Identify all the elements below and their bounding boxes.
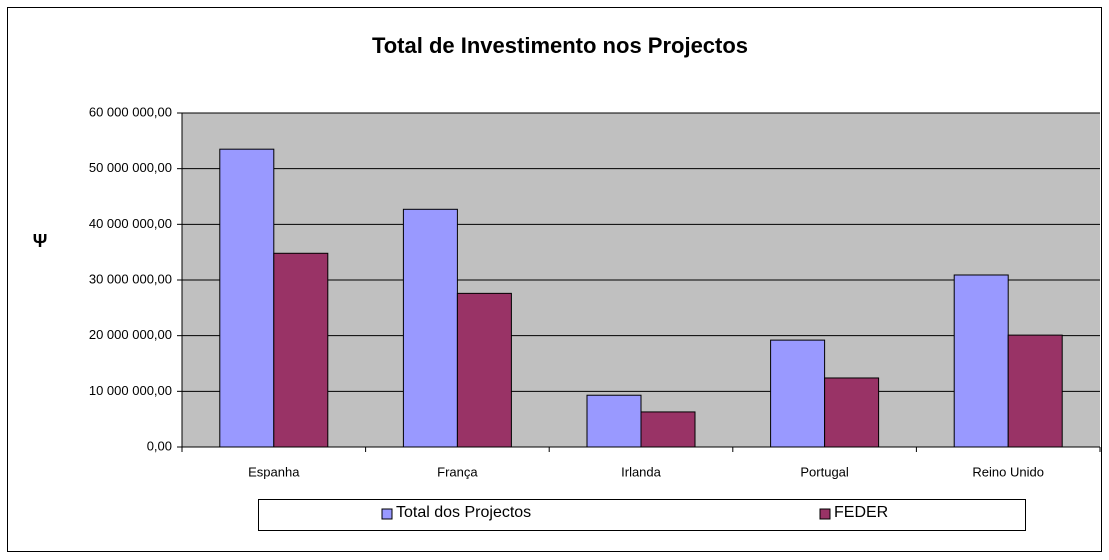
y-tick-label: 10 000 000,00 [89, 383, 172, 398]
y-tick-label: 0,00 [147, 438, 172, 453]
legend-swatch [819, 508, 831, 520]
bar [953, 274, 1009, 448]
y-tick-label: 40 000 000,00 [89, 216, 172, 231]
y-tick-label: 60 000 000,00 [89, 104, 172, 119]
bar [770, 339, 826, 448]
y-tick-label: 20 000 000,00 [89, 327, 172, 342]
bar [219, 148, 275, 448]
x-tick-label: Espanha [248, 464, 300, 479]
bar [1007, 334, 1063, 448]
x-tick-label: França [437, 464, 478, 479]
bar [402, 208, 458, 448]
bar [640, 411, 696, 448]
y-axis-label: Ψ [33, 231, 48, 251]
bar [456, 292, 512, 448]
bar [586, 394, 642, 448]
legend-label: FEDER [834, 504, 888, 521]
chart-title: Total de Investimento nos Projectos [372, 33, 748, 58]
legend [258, 499, 1026, 531]
legend-swatch [381, 508, 393, 520]
x-tick-label: Portugal [800, 464, 849, 479]
bar [273, 252, 329, 448]
x-tick-label: Reino Unido [972, 464, 1044, 479]
legend-label: Total dos Projectos [396, 504, 531, 521]
y-tick-label: 50 000 000,00 [89, 160, 172, 175]
bar [824, 377, 880, 448]
y-tick-label: 30 000 000,00 [89, 271, 172, 286]
x-tick-label: Irlanda [621, 464, 662, 479]
